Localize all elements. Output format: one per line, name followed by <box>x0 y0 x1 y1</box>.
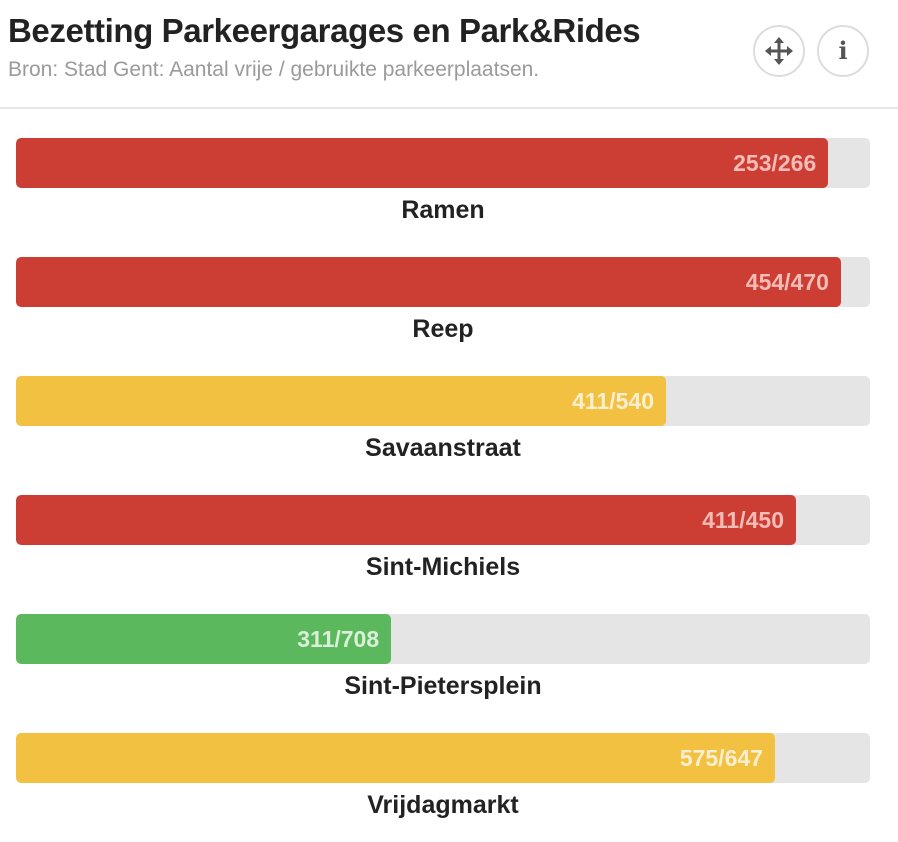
occupancy-bar: 311/708 <box>16 614 392 664</box>
widget-header: Bezetting Parkeergarages en Park&Rides B… <box>0 0 898 109</box>
garage-name: Ramen <box>401 196 485 224</box>
occupancy-value: 311/708 <box>297 626 380 652</box>
occupancy-bar: 411/540 <box>16 376 666 426</box>
occupancy-bar: 253/266 <box>16 138 829 188</box>
move-button[interactable] <box>753 25 805 77</box>
move-arrows-icon <box>765 37 793 65</box>
garage-row: 575/647 Vrijdagmarkt <box>16 733 870 833</box>
garage-name: Savaanstraat <box>365 434 521 462</box>
occupancy-track: 411/540 <box>16 376 870 426</box>
occupancy-value: 454/470 <box>745 269 829 295</box>
garage-row: 311/708 Sint-Pietersplein <box>16 614 870 714</box>
garage-row: 411/540 Savaanstraat <box>16 376 870 476</box>
occupancy-track: 575/647 <box>16 733 870 783</box>
occupancy-value: 411/540 <box>572 388 654 414</box>
occupancy-bar: 454/470 <box>16 257 841 307</box>
garage-name: Vrijdagmarkt <box>367 791 519 819</box>
occupancy-bar: 575/647 <box>16 733 775 783</box>
garage-name: Sint-Pietersplein <box>344 672 542 700</box>
occupancy-value: 575/647 <box>679 745 763 771</box>
info-icon: i <box>838 36 848 65</box>
occupancy-track: 311/708 <box>16 614 870 664</box>
garage-row: 454/470 Reep <box>16 257 870 357</box>
garage-name: Sint-Michiels <box>365 553 521 581</box>
widget-subtitle: Bron: Stad Gent: Aantal vrije / gebruikt… <box>8 58 540 81</box>
widget-title: Bezetting Parkeergarages en Park&Rides <box>8 12 641 49</box>
occupancy-track: 454/470 <box>16 257 870 307</box>
occupancy-track: 411/450 <box>16 495 870 545</box>
occupancy-track: 253/266 <box>16 138 870 188</box>
garage-row: 411/450 Sint-Michiels <box>16 495 870 595</box>
info-button[interactable]: i <box>817 25 869 77</box>
occupancy-bar: 411/450 <box>16 495 796 545</box>
garage-row: 253/266 Ramen <box>16 138 870 238</box>
garage-name: Reep <box>412 315 474 343</box>
occupancy-value: 253/266 <box>733 150 817 176</box>
occupancy-value: 411/450 <box>702 507 784 533</box>
